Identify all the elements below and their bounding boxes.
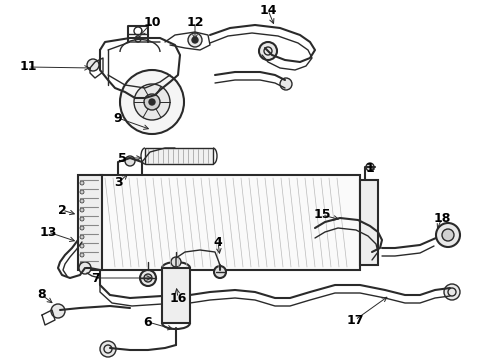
Bar <box>100 175 360 270</box>
Text: 16: 16 <box>170 292 187 305</box>
Text: 7: 7 <box>91 271 99 284</box>
Text: 5: 5 <box>118 152 126 165</box>
Bar <box>360 180 378 265</box>
Text: 12: 12 <box>186 15 204 28</box>
Circle shape <box>80 262 84 266</box>
Text: 8: 8 <box>38 288 47 302</box>
Circle shape <box>80 208 84 212</box>
Circle shape <box>80 181 84 185</box>
Bar <box>78 175 102 270</box>
Text: 14: 14 <box>259 4 277 17</box>
Circle shape <box>444 284 460 300</box>
Text: 15: 15 <box>313 208 331 221</box>
Circle shape <box>51 304 65 318</box>
Circle shape <box>80 226 84 230</box>
Circle shape <box>80 235 84 239</box>
Circle shape <box>149 99 155 105</box>
Circle shape <box>214 266 226 278</box>
Circle shape <box>80 217 84 221</box>
Circle shape <box>87 59 99 71</box>
Text: 4: 4 <box>214 235 222 248</box>
Text: 10: 10 <box>143 15 161 28</box>
Text: 9: 9 <box>114 112 122 125</box>
Circle shape <box>134 84 170 120</box>
Circle shape <box>436 223 460 247</box>
Circle shape <box>259 42 277 60</box>
Text: 18: 18 <box>433 211 451 225</box>
Text: 11: 11 <box>19 60 37 73</box>
Circle shape <box>140 270 156 286</box>
Circle shape <box>80 190 84 194</box>
Circle shape <box>80 253 84 257</box>
Circle shape <box>144 94 160 110</box>
Circle shape <box>188 33 202 47</box>
Circle shape <box>79 262 91 274</box>
Circle shape <box>366 163 374 171</box>
Text: 13: 13 <box>39 225 57 238</box>
Circle shape <box>192 37 198 43</box>
Circle shape <box>125 156 135 166</box>
Circle shape <box>442 229 454 241</box>
Text: 1: 1 <box>366 162 374 175</box>
Text: 3: 3 <box>114 176 122 189</box>
Text: 17: 17 <box>346 314 364 327</box>
Bar <box>162 268 190 323</box>
Circle shape <box>80 199 84 203</box>
Circle shape <box>280 78 292 90</box>
Circle shape <box>80 244 84 248</box>
Circle shape <box>100 341 116 357</box>
Circle shape <box>120 70 184 134</box>
Circle shape <box>144 274 152 282</box>
Text: 2: 2 <box>58 203 66 216</box>
Text: 6: 6 <box>144 315 152 328</box>
Bar <box>145 148 213 164</box>
Circle shape <box>171 257 181 267</box>
